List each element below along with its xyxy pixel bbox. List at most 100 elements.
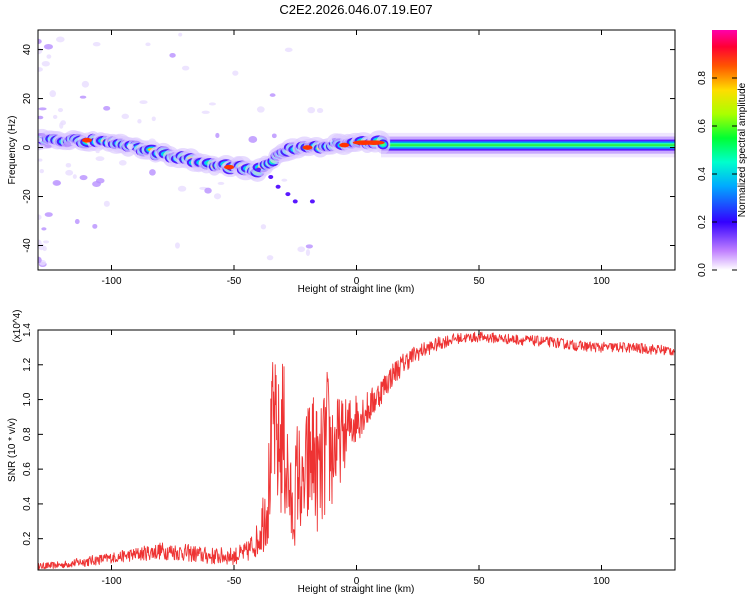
spectral-speckle bbox=[38, 115, 44, 120]
x-tick-label: 50 bbox=[473, 576, 485, 587]
spectral-speckle bbox=[268, 174, 274, 179]
spectral-speckle bbox=[79, 174, 88, 181]
spectral-speckle bbox=[39, 169, 44, 174]
spectral-speckle bbox=[95, 156, 105, 162]
spectral-speckle bbox=[56, 36, 65, 43]
spectral-speckle bbox=[139, 100, 148, 105]
spectral-speckle bbox=[103, 105, 111, 111]
y-tick-label: 0.6 bbox=[22, 462, 33, 476]
colorbar-gradient bbox=[712, 30, 737, 270]
spectral-peak bbox=[362, 140, 385, 145]
colorbar-tick-label: 0.0 bbox=[697, 263, 708, 277]
snr-y-ticks: 0.2 0.4 0.6 0.8 1.0 1.2 1.4 bbox=[22, 323, 675, 546]
x-tick-label: -50 bbox=[227, 576, 242, 587]
spectral-speckle bbox=[65, 162, 72, 168]
spectrogram-x-label: Height of straight line (km) bbox=[298, 284, 415, 295]
spectrogram-panel: -100 -50 0 50 100 -40 -20 0 20 40 Height of stra… bbox=[7, 29, 676, 295]
spectrogram-y-ticks: -40 -20 0 20 40 bbox=[22, 44, 675, 253]
spectral-speckle bbox=[213, 193, 222, 200]
snr-y-label: SNR (10 * v/v) bbox=[7, 418, 18, 482]
spectral-speckle bbox=[121, 113, 130, 120]
spectral-speckle bbox=[95, 177, 105, 184]
spectral-speckle bbox=[38, 137, 43, 143]
spectral-peak bbox=[224, 164, 235, 170]
spectral-speckle bbox=[38, 67, 43, 72]
y-tick-label: 1.2 bbox=[22, 357, 33, 371]
spectral-speckle bbox=[217, 181, 225, 185]
spectral-speckle bbox=[65, 169, 74, 176]
colorbar-ticks: 0.0 0.2 0.4 0.6 0.8 bbox=[697, 71, 737, 277]
y-tick-label: 0 bbox=[22, 144, 33, 150]
spectral-speckle bbox=[145, 42, 151, 47]
spectral-speckle bbox=[95, 149, 100, 154]
spectral-speckle bbox=[118, 159, 127, 166]
spectral-speckle bbox=[284, 47, 293, 53]
y-tick-label: 0.2 bbox=[22, 531, 33, 545]
x-tick-label: 100 bbox=[593, 576, 610, 587]
snr-x-ticks: -100 -50 0 50 100 bbox=[101, 330, 610, 587]
spectral-speckle bbox=[215, 132, 220, 139]
spectral-speckle bbox=[292, 199, 298, 204]
x-tick-label: 100 bbox=[593, 276, 610, 287]
y-tick-label: 0.8 bbox=[22, 427, 33, 441]
spectral-speckle bbox=[169, 52, 176, 58]
colorbar: 0.0 0.2 0.4 0.6 0.8 Normalized spectral ampl… bbox=[697, 30, 748, 277]
spectral-speckle bbox=[256, 106, 265, 113]
x-tick-label: -100 bbox=[101, 576, 121, 587]
spectral-peak bbox=[302, 145, 313, 150]
snr-panel: -100 -50 0 50 100 0.2 0.4 0.6 0.8 1.0 1.2 1.4 Heig… bbox=[7, 309, 676, 595]
spectrogram-x-ticks: -100 -50 0 50 100 bbox=[101, 30, 610, 287]
spectral-speckle bbox=[41, 60, 50, 67]
y-tick-label: -40 bbox=[22, 238, 33, 253]
spectral-speckle bbox=[208, 102, 216, 106]
colorbar-tick-label: 0.4 bbox=[697, 167, 708, 181]
spectral-speckle bbox=[81, 80, 90, 88]
spectral-speckle bbox=[266, 255, 274, 261]
spectral-speckle bbox=[177, 185, 187, 192]
spectral-speckle bbox=[49, 90, 57, 98]
spectral-speckle bbox=[57, 108, 64, 113]
y-tick-label: 40 bbox=[22, 44, 33, 56]
spectral-speckle bbox=[260, 224, 267, 230]
x-tick-label: -100 bbox=[101, 276, 121, 287]
spectral-speckle bbox=[269, 93, 276, 97]
spectral-speckle bbox=[41, 227, 47, 231]
spectrogram-y-label: Frequency (Hz) bbox=[7, 116, 18, 185]
spectral-speckle bbox=[62, 141, 72, 148]
spectral-speckle bbox=[52, 180, 61, 186]
y-tick-label: 1.4 bbox=[22, 323, 33, 337]
spectral-speckle bbox=[316, 108, 324, 114]
spectral-speckle bbox=[175, 242, 180, 249]
spectral-speckle bbox=[60, 120, 67, 126]
snr-y-multiplier: (x10^4) bbox=[12, 309, 23, 342]
spectral-speckle bbox=[38, 214, 42, 221]
colorbar-tick-label: 0.8 bbox=[697, 71, 708, 85]
spectral-speckle bbox=[305, 244, 313, 249]
spectral-speckle bbox=[38, 256, 42, 264]
spectral-speckle bbox=[43, 43, 53, 50]
snr-frame bbox=[37, 329, 676, 571]
spectral-speckle bbox=[79, 95, 87, 99]
spectral-speckle bbox=[126, 143, 134, 150]
spectral-speckle bbox=[44, 144, 52, 148]
spectral-speckle bbox=[38, 38, 42, 44]
x-tick-label: 0 bbox=[354, 576, 360, 587]
spectral-speckle bbox=[43, 240, 50, 244]
spectral-peak bbox=[339, 142, 350, 148]
y-tick-label: -20 bbox=[22, 189, 33, 204]
spectral-speckle bbox=[148, 138, 156, 145]
spectral-speckle bbox=[204, 187, 212, 194]
spectral-speckle bbox=[309, 199, 315, 204]
spectral-speckle bbox=[92, 223, 98, 229]
spectral-speckle bbox=[38, 107, 47, 111]
spectral-speckle bbox=[46, 54, 52, 59]
spectral-speckle bbox=[232, 70, 239, 76]
spectral-speckle bbox=[181, 65, 190, 71]
spectral-speckle bbox=[38, 243, 45, 251]
spectral-speckle bbox=[271, 133, 277, 139]
spectral-speckle bbox=[44, 212, 53, 217]
spectral-speckle bbox=[285, 192, 291, 197]
y-tick-label: 0.4 bbox=[22, 497, 33, 511]
snr-series-line bbox=[38, 331, 675, 570]
